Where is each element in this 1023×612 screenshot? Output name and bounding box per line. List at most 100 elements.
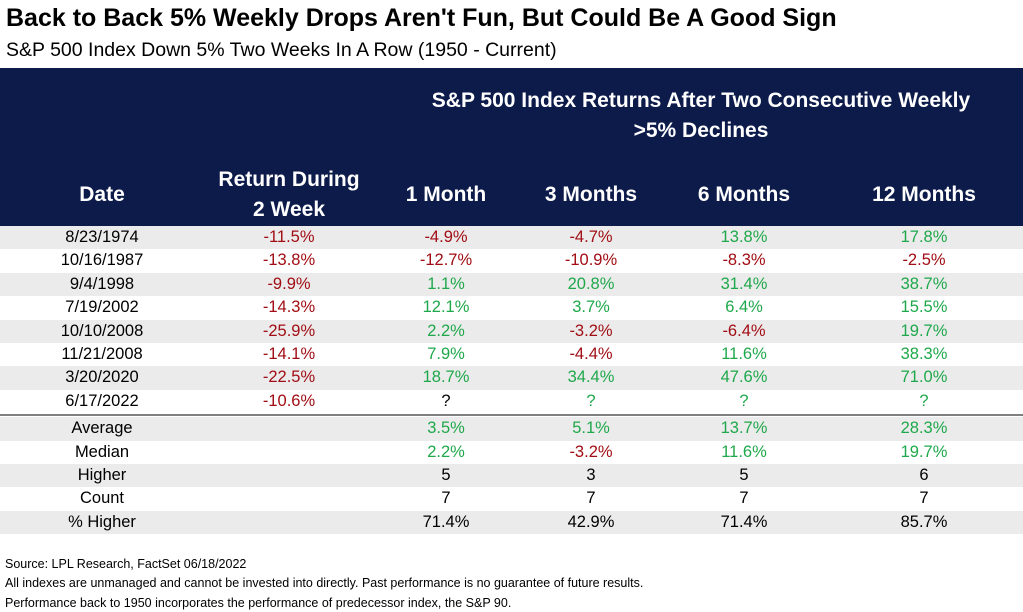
cell-m3: 3.7% xyxy=(572,298,610,317)
table-row: 3/20/2020 -22.5% 18.7% 34.4% 47.6% 71.0% xyxy=(0,366,1023,390)
summary-m1: 71.4% xyxy=(422,512,470,531)
cell-m1: 2.2% xyxy=(427,321,465,340)
cell-return-during: -14.1% xyxy=(262,344,316,363)
table-row: 10/16/1987 -13.8% -12.7% -10.9% -8.3% -2.5% xyxy=(0,249,1023,272)
table-row: 8/23/1974 -11.5% -4.9% -4.7% 13.8% 17.8% xyxy=(0,226,1023,250)
cell-date: 11/21/2008 xyxy=(61,344,143,363)
cell-m3: -10.9% xyxy=(564,251,618,270)
cell-m3: ? xyxy=(586,391,596,410)
summary-m1: 2.2% xyxy=(427,442,465,461)
summary-row: Count 7 7 7 7 xyxy=(0,487,1023,510)
summary-label: Average xyxy=(71,419,133,438)
cell-m6: 13.8% xyxy=(720,228,768,246)
cell-m12: 19.7% xyxy=(900,321,948,340)
cell-m12: ? xyxy=(919,391,929,410)
cell-m3: 34.4% xyxy=(567,368,615,387)
summary-row: Median 2.2% -3.2% 11.6% 19.7% xyxy=(0,441,1023,464)
cell-m3: -4.7% xyxy=(569,228,613,246)
cell-date: 10/16/1987 xyxy=(60,251,144,270)
cell-m1: 1.1% xyxy=(427,274,465,293)
summary-m12: 6 xyxy=(919,465,929,484)
summary-m6: 71.4% xyxy=(720,512,768,531)
header-date: Date xyxy=(79,183,125,206)
summary-m1: 5 xyxy=(441,465,451,484)
cell-date: 9/4/1998 xyxy=(69,274,135,293)
table-header: S&P 500 Index Returns After Two Consecut… xyxy=(0,68,1023,226)
summary-m12: 7 xyxy=(919,489,929,508)
cell-m6: 11.6% xyxy=(721,344,767,363)
summary-label: Higher xyxy=(77,465,127,484)
footer-source: Source: LPL Research, FactSet 06/18/2022 xyxy=(5,557,247,571)
chart-subtitle: S&P 500 Index Down 5% Two Weeks In A Row… xyxy=(6,39,557,61)
group-header-line1: S&P 500 Index Returns After Two Consecut… xyxy=(431,89,971,112)
cell-m1: 18.7% xyxy=(422,368,470,387)
cell-m6: 47.6% xyxy=(720,368,768,387)
cell-m3: -4.4% xyxy=(569,344,613,363)
column-group-header: S&P 500 Index Returns After Two Consecut… xyxy=(379,86,1023,146)
table-row: 6/17/2022 -10.6%???? xyxy=(0,390,1023,413)
summary-m6: 5 xyxy=(739,465,749,484)
cell-m6: -8.3% xyxy=(722,251,766,270)
summary-label: % Higher xyxy=(68,512,136,531)
cell-m3: -3.2% xyxy=(569,321,613,340)
footer-note-1: All indexes are unmanaged and cannot be … xyxy=(5,576,644,590)
cell-return-during: -14.3% xyxy=(262,298,316,317)
summary-m1: 3.5% xyxy=(427,419,465,438)
cell-m1: 12.1% xyxy=(422,298,470,317)
cell-return-during: -13.8% xyxy=(262,251,316,270)
cell-date: 6/17/2022 xyxy=(65,391,139,410)
cell-m12: 38.7% xyxy=(900,274,948,293)
cell-return-during: -11.5% xyxy=(263,228,315,246)
summary-m6: 11.6% xyxy=(721,442,767,461)
cell-m12: 71.0% xyxy=(900,368,948,387)
cell-return-during: -10.6% xyxy=(262,391,316,410)
table-row: 10/10/2008 -25.9% 2.2% -3.2% -6.4% 19.7% xyxy=(0,319,1023,343)
summary-m3: 7 xyxy=(586,489,596,508)
summary-label: Median xyxy=(74,442,130,461)
summary-row: % Higher 71.4% 42.9% 71.4% 85.7% xyxy=(0,510,1023,535)
header-3-months: 3 Months xyxy=(544,183,638,206)
chart-title: Back to Back 5% Weekly Drops Aren't Fun,… xyxy=(6,4,837,32)
cell-m1: -12.7% xyxy=(419,251,473,270)
group-header-line2: >5% Declines xyxy=(633,119,769,142)
cell-m1: -4.9% xyxy=(424,228,468,246)
table-row: 7/19/2002 -14.3% 12.1% 3.7% 6.4% 15.5% xyxy=(0,296,1023,319)
cell-date: 8/23/1974 xyxy=(65,228,139,246)
cell-date: 10/10/2008 xyxy=(60,321,144,340)
header-return-during: Return During 2 Week xyxy=(218,168,360,221)
cell-date: 7/19/2002 xyxy=(65,298,139,317)
cell-m1: 7.9% xyxy=(427,344,465,363)
summary-label: Count xyxy=(79,489,125,508)
table-divider xyxy=(0,414,1023,417)
cell-date: 3/20/2020 xyxy=(65,368,139,387)
summary-m12: 28.3% xyxy=(900,419,948,438)
cell-m3: 20.8% xyxy=(567,274,615,293)
cell-m6: 31.4% xyxy=(720,274,768,293)
summary-m3: 3 xyxy=(586,465,596,484)
cell-m12: 38.3% xyxy=(900,344,948,363)
table-row: 9/4/1998 -9.9% 1.1% 20.8% 31.4% 38.7% xyxy=(0,272,1023,297)
cell-m6: -6.4% xyxy=(722,321,766,340)
header-6-months: 6 Months xyxy=(697,183,791,206)
summary-row: Average 3.5% 5.1% 13.7% 28.3% xyxy=(0,417,1023,441)
data-rows: 8/23/1974 -11.5% -4.9% -4.7% 13.8% 17.8% 10/16… xyxy=(0,226,1023,413)
summary-m6: 13.7% xyxy=(720,419,768,438)
summary-m12: 19.7% xyxy=(900,442,948,461)
cell-return-during: -9.9% xyxy=(267,274,311,293)
cell-m12: -2.5% xyxy=(902,251,946,270)
summary-m12: 85.7% xyxy=(900,512,948,531)
table-row: 11/21/2008 -14.1% 7.9% -4.4% 11.6% 38.3% xyxy=(0,343,1023,366)
header-12-months: 12 Months xyxy=(872,183,976,206)
cell-m6: 6.4% xyxy=(725,298,763,317)
summary-m3: -3.2% xyxy=(569,442,613,461)
summary-m1: 7 xyxy=(441,489,451,508)
summary-rows: Average 3.5% 5.1% 13.7% 28.3% Median 2.2% -3.2%… xyxy=(0,417,1023,535)
cell-m12: 17.8% xyxy=(900,228,948,246)
cell-m1: ? xyxy=(441,391,451,410)
cell-m12: 15.5% xyxy=(900,298,948,317)
cell-m6: ? xyxy=(739,391,749,410)
summary-row: Higher 5 3 5 6 xyxy=(0,463,1023,488)
footer-note-2: Performance back to 1950 incorporates th… xyxy=(5,596,512,610)
summary-m6: 7 xyxy=(739,489,749,508)
cell-return-during: -22.5% xyxy=(262,368,316,387)
